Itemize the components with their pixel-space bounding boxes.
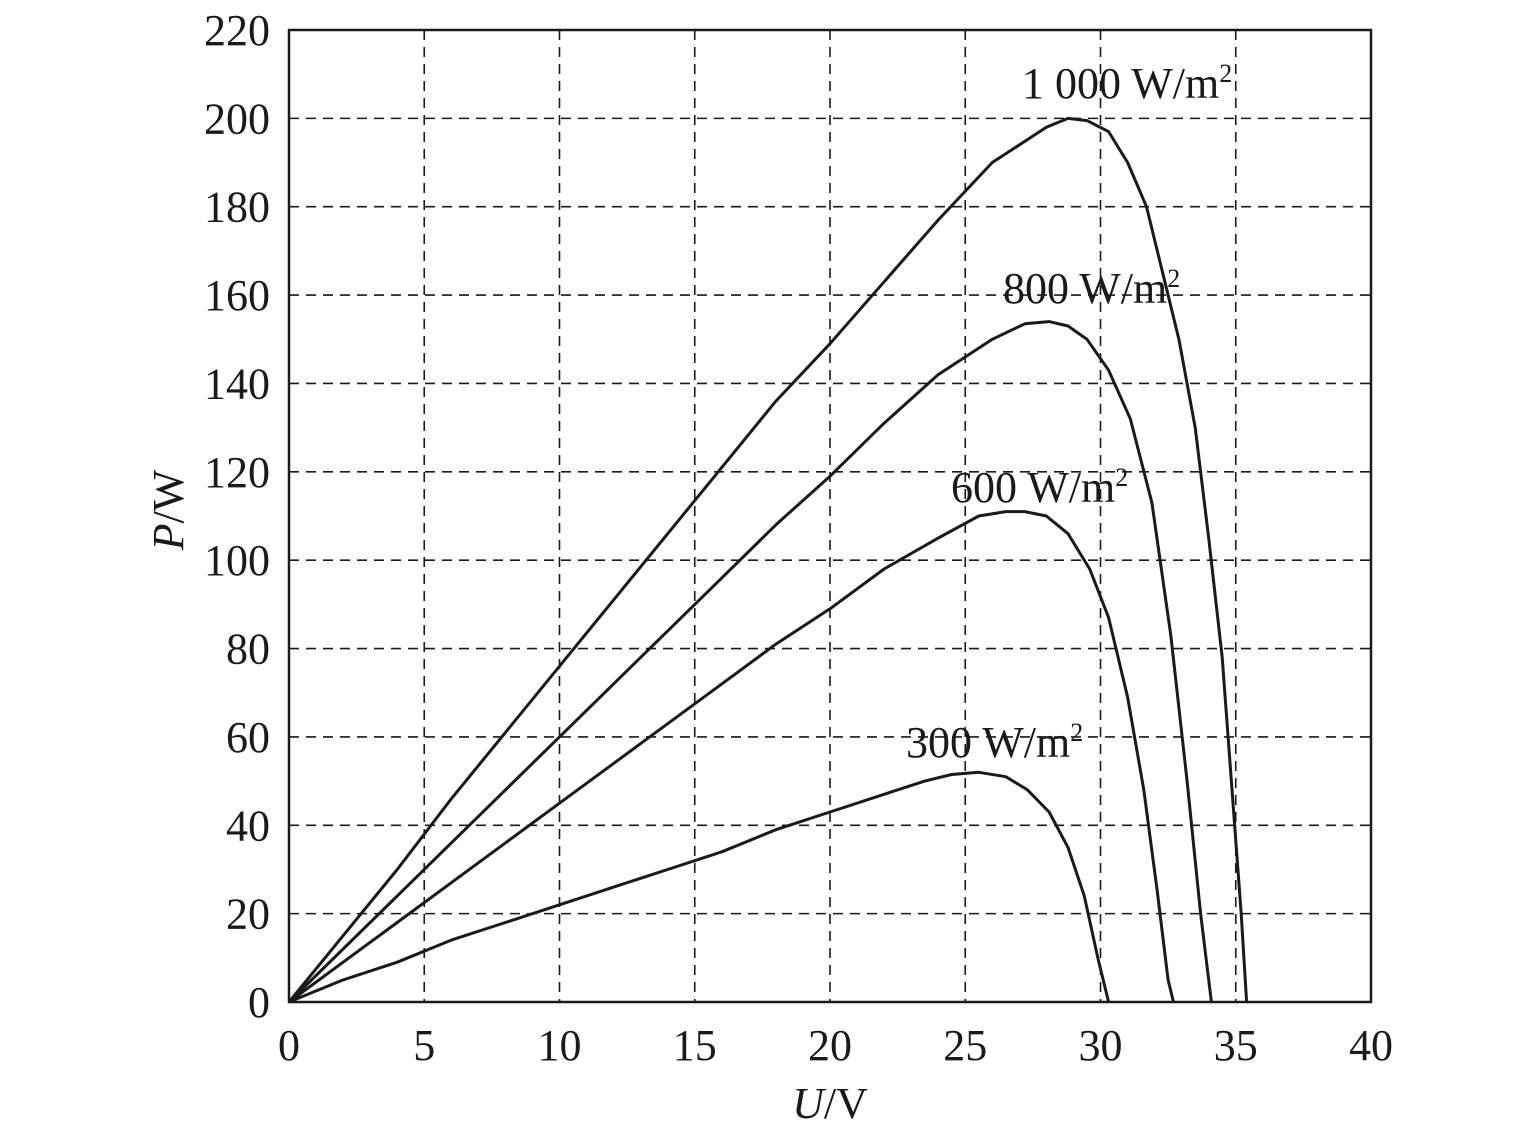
series-label-superscript: 2 <box>1219 59 1232 88</box>
y-tick-label: 80 <box>226 625 270 674</box>
series-label: 300 W/m2 <box>906 718 1083 767</box>
y-tick-label: 120 <box>204 448 270 497</box>
y-tick-label: 220 <box>204 6 270 55</box>
grid <box>289 30 1371 1002</box>
series-label: 1 000 W/m2 <box>1022 59 1232 108</box>
x-axis-unit: /V <box>824 1079 868 1128</box>
series-label-text: 600 W/m <box>951 463 1115 512</box>
series-label-text: 300 W/m <box>906 718 1070 767</box>
y-tick-label: 20 <box>226 890 270 939</box>
series-label-text: 800 W/m <box>1003 264 1167 313</box>
y-tick-label: 180 <box>204 183 270 232</box>
tick-labels: 0 5 10 15 20 25 30 35 40 0 20 40 60 80 100 120 140 160 180… <box>204 6 1393 1070</box>
series-label-superscript: 2 <box>1070 718 1083 747</box>
plot-frame <box>287 28 1373 1004</box>
series-curve <box>287 320 1213 1004</box>
y-tick-label: 200 <box>204 94 270 143</box>
series-label-text: 1 000 W/m <box>1022 59 1219 108</box>
x-tick-label: 20 <box>808 1021 852 1070</box>
series-curve <box>287 116 1249 1003</box>
x-tick-label: 30 <box>1079 1021 1123 1070</box>
plot-area <box>287 116 1249 1004</box>
series-curve <box>288 770 1111 1004</box>
y-axis-label: P/W <box>144 469 193 551</box>
series-label-superscript: 2 <box>1115 463 1128 492</box>
series-label: 800 W/m2 <box>1003 264 1180 313</box>
x-axis-label: U/V <box>792 1079 868 1128</box>
y-tick-label: 100 <box>204 536 270 585</box>
x-tick-label: 10 <box>538 1021 582 1070</box>
x-tick-label: 40 <box>1349 1021 1393 1070</box>
y-axis-var: P <box>144 523 193 551</box>
series-curve <box>288 510 1175 1004</box>
y-tick-label: 40 <box>226 801 270 850</box>
y-axis-unit: /W <box>144 469 193 523</box>
y-tick-label: 0 <box>248 978 270 1027</box>
y-tick-label: 140 <box>204 359 270 408</box>
series-label: 600 W/m2 <box>951 463 1128 512</box>
series-label-superscript: 2 <box>1167 264 1180 293</box>
x-tick-label: 5 <box>413 1021 435 1070</box>
x-tick-label: 35 <box>1214 1021 1258 1070</box>
x-axis-var: U <box>792 1079 827 1128</box>
y-tick-label: 60 <box>226 713 270 762</box>
y-tick-label: 160 <box>204 271 270 320</box>
x-tick-label: 25 <box>943 1021 987 1070</box>
x-tick-label: 0 <box>278 1021 300 1070</box>
x-tick-label: 15 <box>673 1021 717 1070</box>
